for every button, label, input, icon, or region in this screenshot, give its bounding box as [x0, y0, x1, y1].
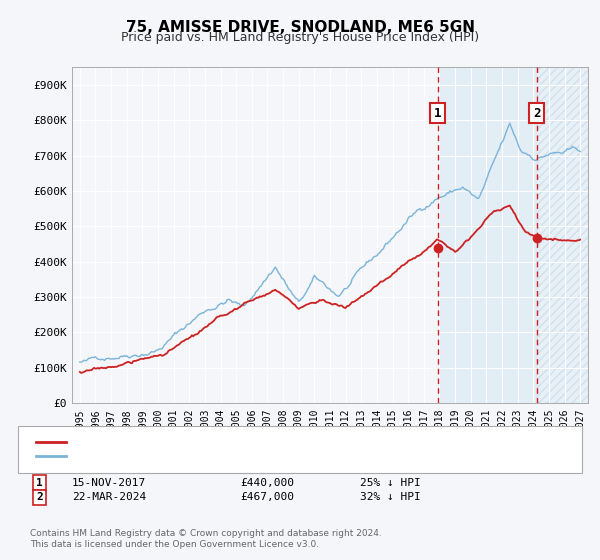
Text: Contains HM Land Registry data © Crown copyright and database right 2024.
This d: Contains HM Land Registry data © Crown c…	[30, 529, 382, 549]
Bar	[437, 67, 537, 403]
Text: 1: 1	[434, 106, 442, 120]
Text: 1: 1	[36, 478, 43, 488]
Text: 75, AMISSE DRIVE, SNODLAND, ME6 5GN (detached house): 75, AMISSE DRIVE, SNODLAND, ME6 5GN (det…	[78, 437, 387, 447]
Text: 2: 2	[533, 106, 541, 120]
Text: 75, AMISSE DRIVE, SNODLAND, ME6 5GN: 75, AMISSE DRIVE, SNODLAND, ME6 5GN	[125, 20, 475, 35]
Bar	[537, 67, 588, 403]
Text: 25% ↓ HPI: 25% ↓ HPI	[360, 478, 421, 488]
Text: 15-NOV-2017: 15-NOV-2017	[72, 478, 146, 488]
Text: HPI: Average price, detached house, Tonbridge and Malling: HPI: Average price, detached house, Tonb…	[78, 451, 386, 461]
Text: 22-MAR-2024: 22-MAR-2024	[72, 492, 146, 502]
Text: £467,000: £467,000	[240, 492, 294, 502]
Text: £440,000: £440,000	[240, 478, 294, 488]
Text: 2: 2	[36, 492, 43, 502]
Text: 32% ↓ HPI: 32% ↓ HPI	[360, 492, 421, 502]
Text: Price paid vs. HM Land Registry's House Price Index (HPI): Price paid vs. HM Land Registry's House …	[121, 31, 479, 44]
